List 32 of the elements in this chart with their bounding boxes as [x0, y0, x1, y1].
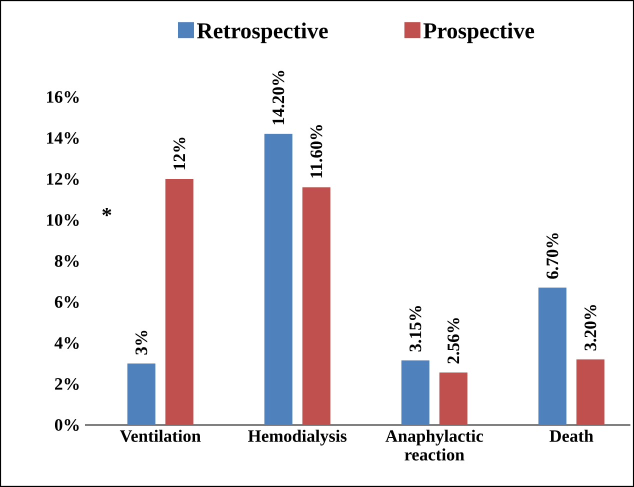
- data-label: 14.20%: [272, 70, 284, 124]
- data-label: 6.70%: [546, 233, 558, 279]
- y-tick-label: 16%: [47, 91, 79, 103]
- data-label: 3.20%: [584, 305, 596, 350]
- legend-label: Prospective: [423, 22, 534, 44]
- bar: [439, 372, 468, 425]
- data-label: 11.60%: [310, 125, 322, 178]
- data-label: 3%: [135, 330, 148, 355]
- x-tick-label: Ventilation: [120, 430, 201, 442]
- y-tick-label: 14%: [47, 132, 79, 144]
- bar: [302, 187, 330, 425]
- bar: [264, 134, 292, 425]
- y-tick-label: 4%: [54, 337, 79, 349]
- y-tick-label: 10%: [47, 214, 79, 226]
- y-tick-label: 2%: [55, 378, 79, 390]
- y-tick-label: 0%: [54, 419, 79, 431]
- bar: [165, 179, 194, 425]
- bar: [576, 359, 604, 425]
- legend-label: Retrospective: [197, 22, 328, 44]
- bar: [127, 364, 156, 425]
- bar: [401, 360, 430, 425]
- y-tick-label: 6%: [54, 296, 79, 308]
- x-tick-label: Death: [550, 430, 594, 442]
- y-tick-label: 8%: [54, 255, 79, 267]
- annotation: *: [102, 208, 112, 216]
- bar: [538, 288, 566, 425]
- data-label: 12%: [173, 138, 186, 170]
- y-tick-label: 12%: [47, 173, 79, 185]
- x-tick-label: Hemodialysis: [248, 430, 347, 446]
- data-label: 3.15%: [410, 306, 422, 352]
- data-label: 2.56%: [448, 318, 460, 364]
- x-tick-label: Anaphylactic reaction: [385, 430, 484, 461]
